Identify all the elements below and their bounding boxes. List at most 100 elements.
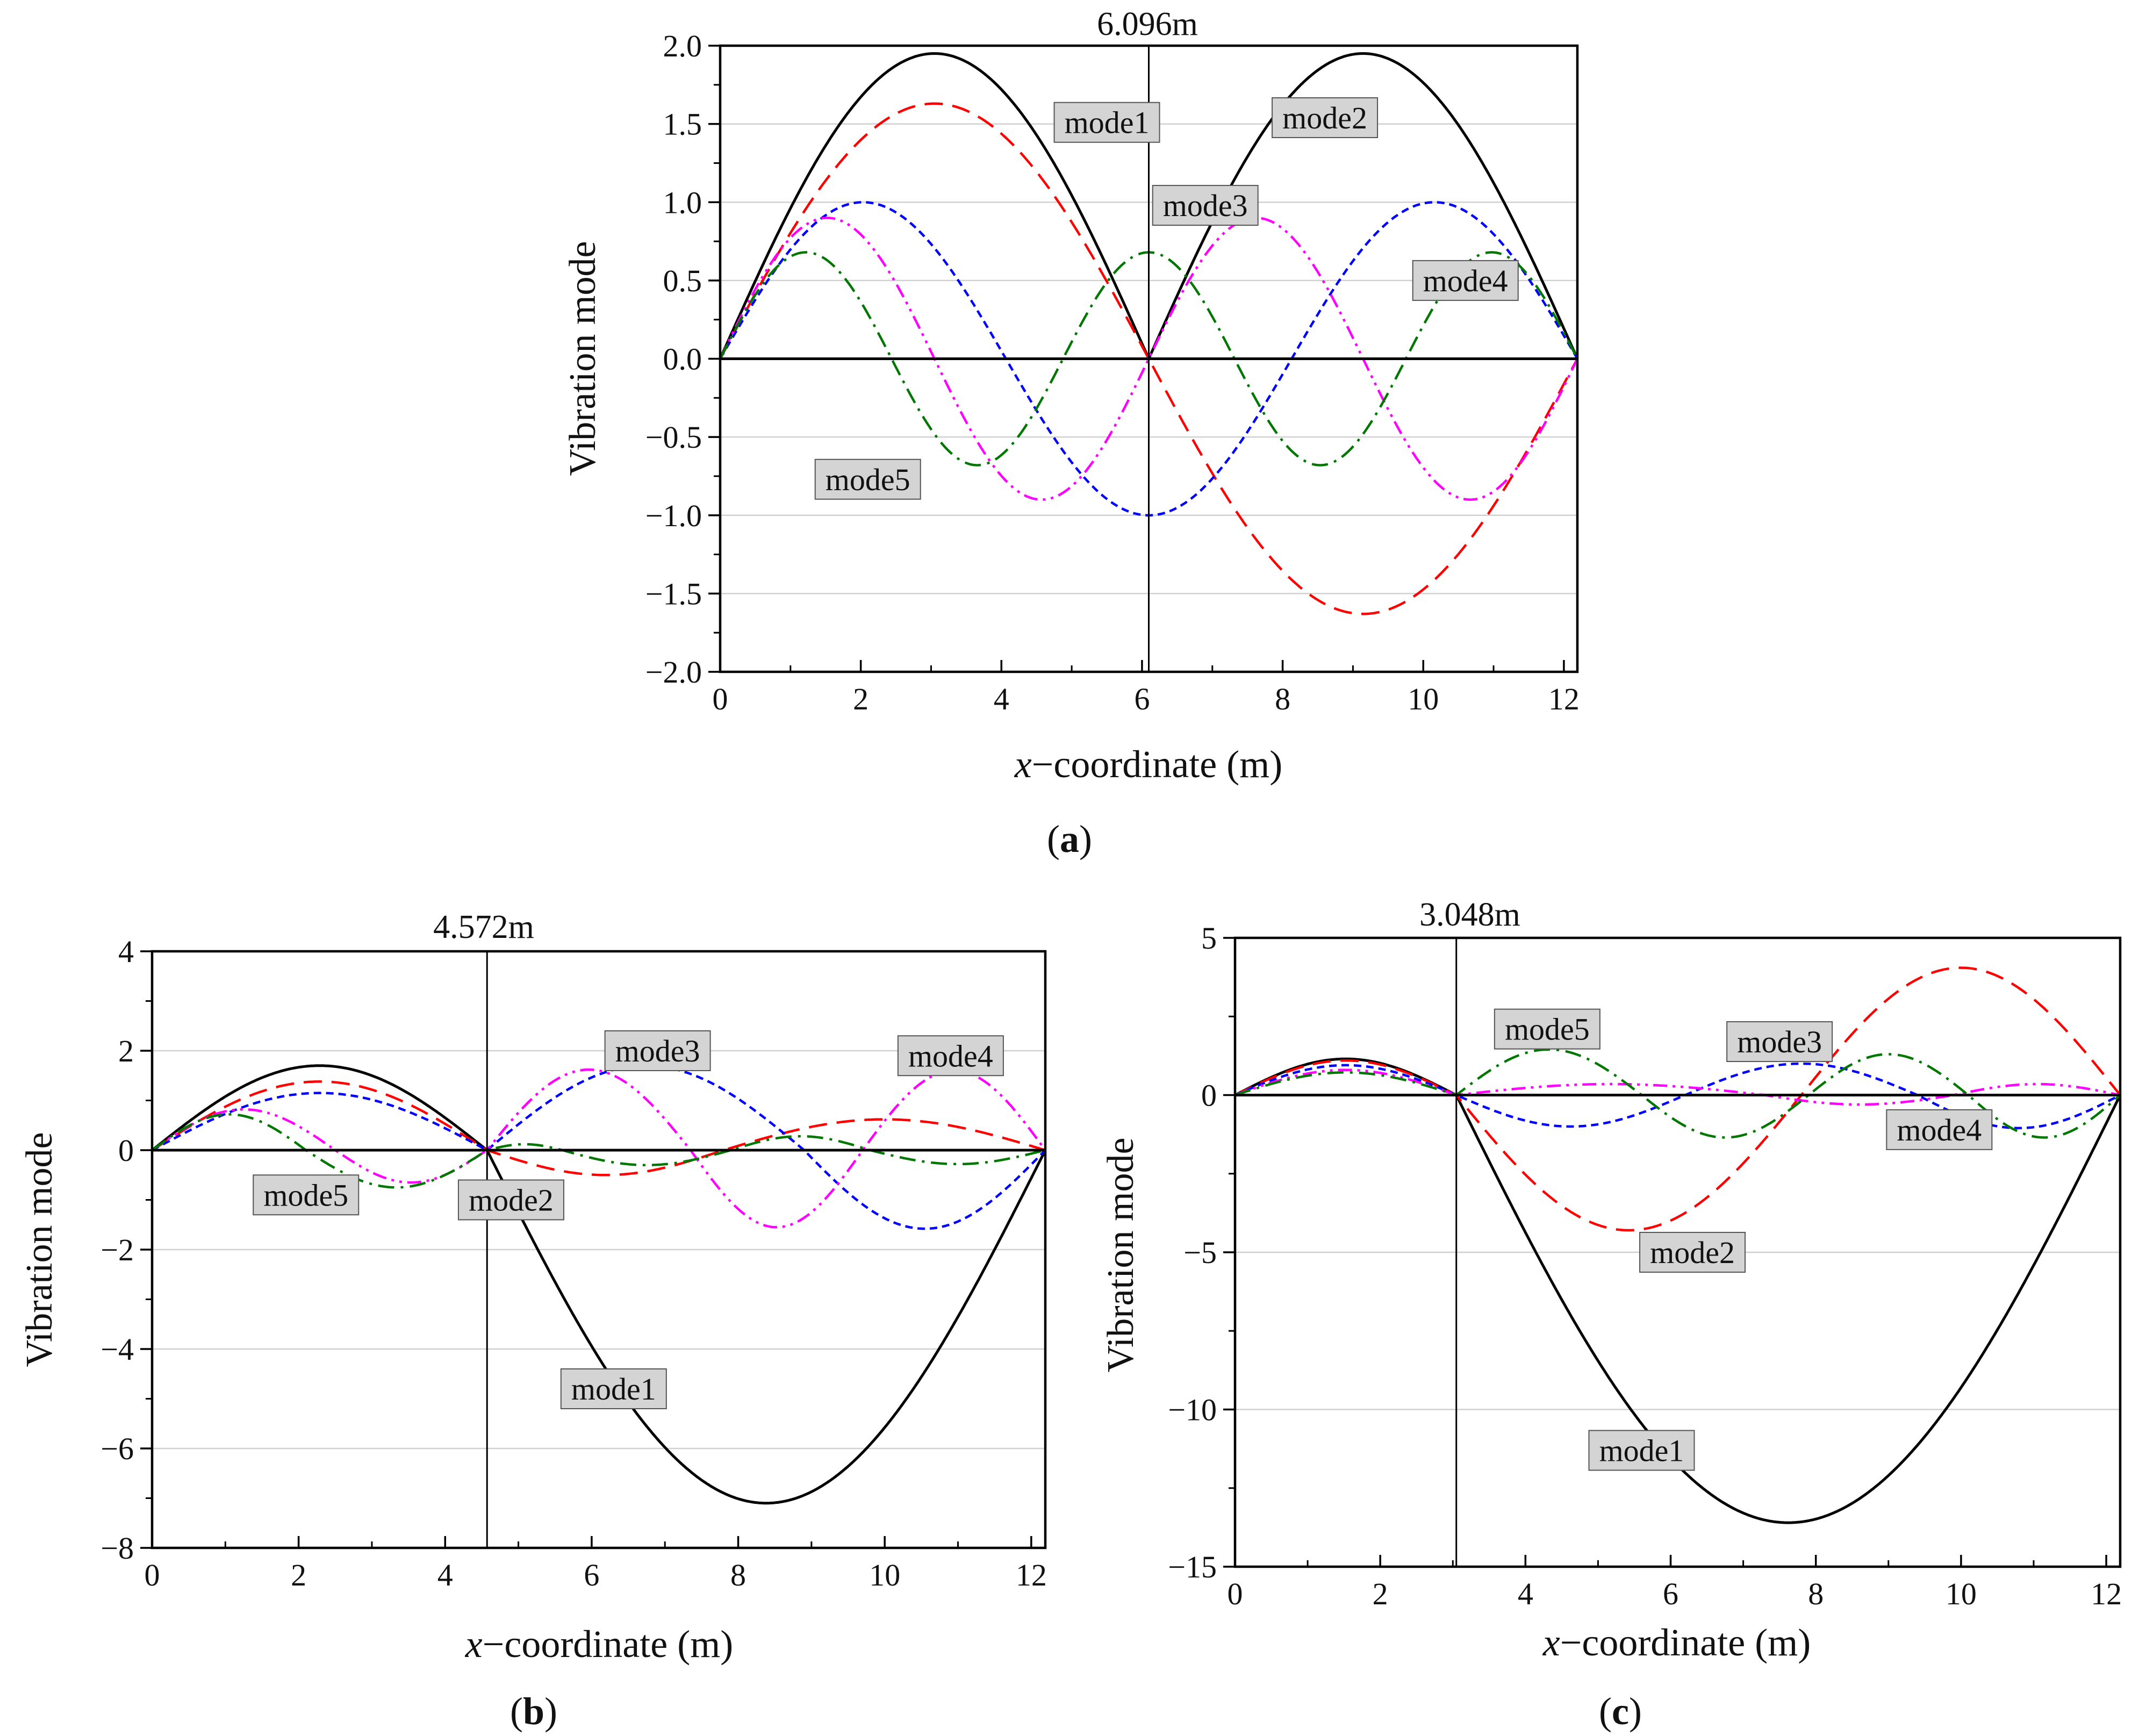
mode-label-box bbox=[1588, 1430, 1695, 1471]
x-axis-title-variable: x bbox=[1014, 743, 1032, 786]
series-line-mode5 bbox=[152, 1113, 1045, 1189]
panel-letter: c bbox=[1612, 1690, 1629, 1733]
x-tick-label: 12 bbox=[2091, 1576, 2122, 1611]
x-tick-label: 2 bbox=[291, 1558, 306, 1592]
mode-label-box bbox=[1053, 102, 1160, 143]
y-tick-label: −2.0 bbox=[645, 655, 702, 690]
y-axis-title: Vibration mode bbox=[562, 241, 604, 476]
axis-ticks: 0 2 4 6 8 10 12 −8 −6 −4 −2 0 2 4 bbox=[101, 934, 1047, 1592]
mode-label-mode5: mode5 bbox=[1494, 1008, 1600, 1050]
series-line-mode2 bbox=[720, 102, 1577, 615]
mode-label-mode2: mode2 bbox=[1272, 97, 1379, 138]
y-tick-label: 0 bbox=[118, 1133, 134, 1168]
series-line-mode1 bbox=[152, 1064, 1045, 1505]
mode-label-text: mode1 bbox=[1065, 105, 1150, 140]
x-tick-label: 10 bbox=[1408, 682, 1439, 716]
y-tick-label: −1.5 bbox=[645, 576, 702, 611]
series-line-mode4 bbox=[152, 1068, 1045, 1229]
mode-labels: mode1 mode2 mode3 mode4 mode5 bbox=[1494, 1008, 1993, 1471]
mode-label-box bbox=[604, 1030, 711, 1071]
mode-label-mode1: mode1 bbox=[560, 1368, 667, 1409]
chart-panel-a: 0 2 4 6 8 10 12 −2.0 −1.5 −1.0 −0.5 0.0 0.5 1.0 1.5 2.0… bbox=[562, 6, 1580, 860]
mode-label-mode2: mode2 bbox=[1639, 1232, 1746, 1273]
mode-label-text: mode5 bbox=[1505, 1012, 1590, 1047]
mode-label-mode3: mode3 bbox=[1152, 185, 1259, 226]
mode-label-mode1: mode1 bbox=[1588, 1430, 1695, 1471]
mode-label-mode2: mode2 bbox=[457, 1179, 564, 1221]
x-tick-label: 6 bbox=[1134, 682, 1150, 716]
panel-letter: b bbox=[523, 1690, 544, 1733]
x-tick-label: 0 bbox=[713, 682, 728, 716]
y-tick-label: 0.0 bbox=[663, 342, 702, 377]
panel-label: (b) bbox=[510, 1690, 557, 1733]
mode-label-text: mode4 bbox=[908, 1038, 993, 1073]
mode-label-text: mode3 bbox=[1163, 188, 1248, 223]
y-tick-label: −0.5 bbox=[645, 420, 702, 455]
mode-label-text: mode3 bbox=[1737, 1024, 1822, 1059]
mode-label-box bbox=[814, 458, 921, 500]
series-line-mode2 bbox=[152, 1080, 1045, 1177]
mode-label-mode4: mode4 bbox=[897, 1035, 1004, 1077]
mode-label-box bbox=[1494, 1008, 1600, 1050]
mode-label-box bbox=[1272, 97, 1379, 138]
overlay-layer bbox=[152, 951, 1045, 1548]
y-axis-title: Vibration mode bbox=[19, 1132, 60, 1367]
y-tick-label: 0.5 bbox=[663, 263, 702, 298]
support-position-label: 6.096m bbox=[1097, 6, 1198, 42]
y-tick-label: 1.5 bbox=[663, 107, 702, 142]
axis-ticks: 0 2 4 6 8 10 12 −15 −10 −5 0 5 bbox=[1168, 921, 2122, 1611]
y-tick-label: −6 bbox=[101, 1431, 134, 1466]
mode-label-box bbox=[1412, 260, 1519, 301]
x-tick-label: 8 bbox=[730, 1558, 746, 1592]
y-tick-label: −15 bbox=[1168, 1550, 1217, 1584]
mode-label-text: mode3 bbox=[615, 1034, 700, 1068]
mode-label-mode5: mode5 bbox=[253, 1174, 360, 1216]
x-axis-title: x−coordinate (m) bbox=[1542, 1621, 1811, 1664]
x-tick-label: 6 bbox=[584, 1558, 599, 1592]
x-axis-title: x−coordinate (m) bbox=[1014, 743, 1282, 786]
y-tick-label: −4 bbox=[101, 1332, 134, 1367]
mode-label-mode3: mode3 bbox=[604, 1030, 711, 1071]
x-axis-title-text: −coordinate (m) bbox=[1032, 743, 1282, 786]
support-position-label: 3.048m bbox=[1419, 896, 1520, 933]
mode-label-mode5: mode5 bbox=[814, 458, 921, 500]
mode-label-box bbox=[1152, 185, 1259, 226]
mode-label-text: mode4 bbox=[1423, 263, 1508, 298]
x-tick-label: 8 bbox=[1808, 1576, 1824, 1611]
mode-label-mode1: mode1 bbox=[1053, 102, 1160, 143]
panel-label: (a) bbox=[1047, 817, 1092, 860]
y-tick-label: −1.0 bbox=[645, 498, 702, 533]
y-tick-label: −8 bbox=[101, 1531, 134, 1566]
mode-labels: mode1 mode2 mode3 mode4 mode5 bbox=[814, 97, 1519, 500]
mode-label-mode3: mode3 bbox=[1726, 1021, 1833, 1063]
y-tick-label: 2 bbox=[118, 1034, 134, 1068]
overlay-layer bbox=[720, 46, 1577, 672]
mode-label-box bbox=[1886, 1109, 1993, 1150]
series-line-mode2 bbox=[1235, 966, 2120, 1232]
series-line-mode4 bbox=[720, 217, 1577, 501]
x-axis-title-text: −coordinate (m) bbox=[1560, 1621, 1811, 1664]
mode-label-text: mode4 bbox=[1897, 1113, 1982, 1147]
mode-label-box bbox=[253, 1174, 360, 1216]
mode-label-text: mode2 bbox=[469, 1183, 554, 1218]
axis-ticks: 0 2 4 6 8 10 12 −2.0 −1.5 −1.0 −0.5 0.0 0.5 1.0 1.5 2.0 bbox=[645, 28, 1580, 716]
y-axis-title: Vibration mode bbox=[1100, 1137, 1142, 1372]
x-axis-title: x−coordinate (m) bbox=[465, 1623, 733, 1666]
mode-label-box bbox=[1726, 1021, 1833, 1063]
mode-label-text: mode2 bbox=[1650, 1235, 1735, 1270]
mode-label-box bbox=[897, 1035, 1004, 1077]
mode-label-text: mode5 bbox=[263, 1178, 348, 1213]
x-tick-label: 4 bbox=[1518, 1576, 1533, 1611]
mode-label-box bbox=[457, 1179, 564, 1221]
y-tick-label: 5 bbox=[1201, 921, 1217, 956]
y-tick-label: 2.0 bbox=[663, 28, 702, 63]
mode-label-mode4: mode4 bbox=[1412, 260, 1519, 301]
x-axis-title-text: −coordinate (m) bbox=[483, 1623, 733, 1666]
y-tick-label: 4 bbox=[118, 934, 134, 969]
x-tick-label: 10 bbox=[1946, 1576, 1977, 1611]
x-tick-label: 4 bbox=[437, 1558, 453, 1592]
y-tick-label: 0 bbox=[1201, 1078, 1217, 1113]
x-tick-label: 6 bbox=[1663, 1576, 1678, 1611]
series-line-mode3 bbox=[152, 1064, 1045, 1230]
